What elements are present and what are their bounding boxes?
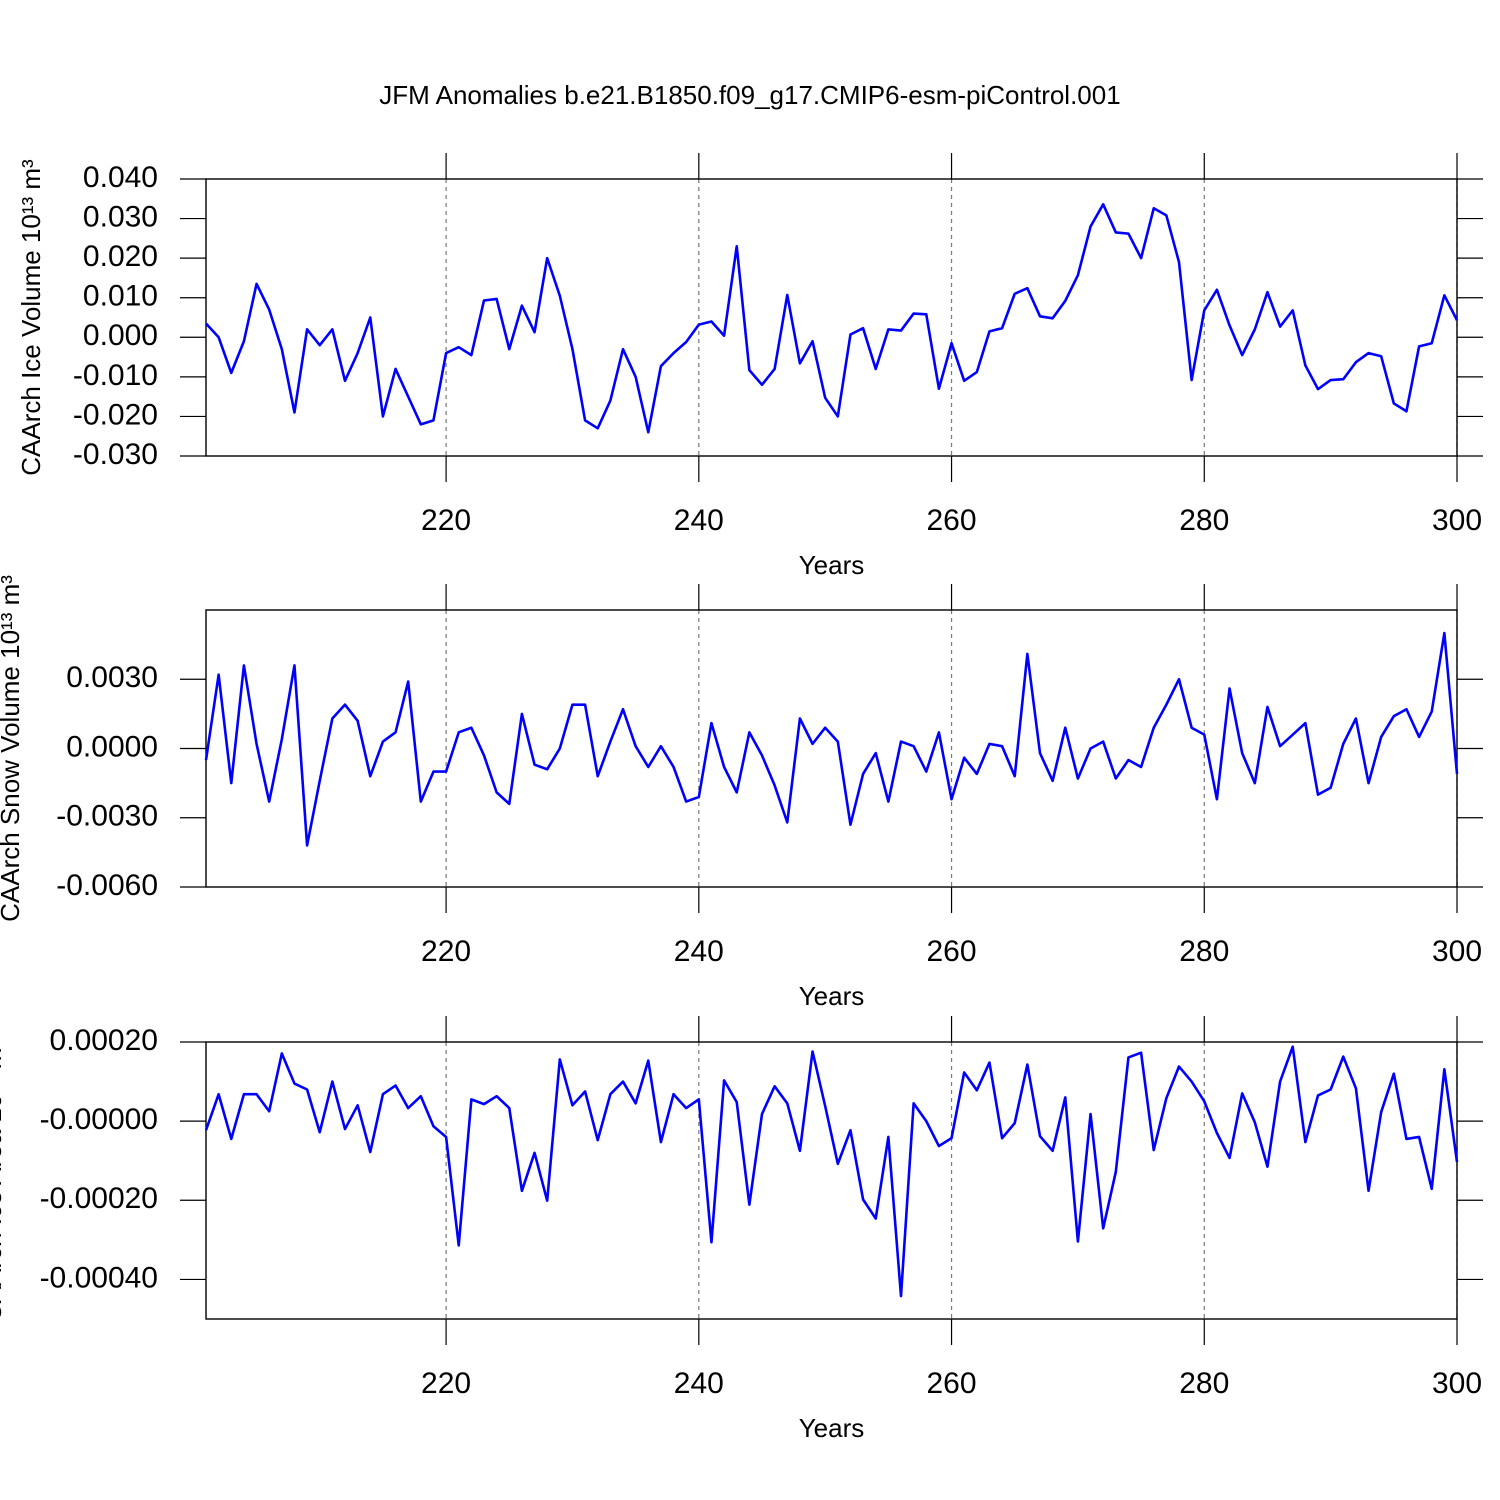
y-tick-label: 0.0000 [66,730,158,763]
y-tick-label: 0.010 [83,280,158,313]
x-tick-label: 220 [421,504,471,537]
y-tick-label: -0.00000 [40,1103,158,1136]
y-tick-label: -0.00040 [40,1261,158,1294]
x-tick-label: 300 [1432,935,1482,968]
y-tick-label: -0.00020 [40,1182,158,1215]
x-axis-label: Years [799,1413,865,1443]
data-line [204,631,1459,847]
x-tick-label: 240 [674,935,724,968]
plot-frame [205,609,1458,888]
data-line [204,1045,1459,1298]
y-tick-label: 0.000 [83,319,158,352]
x-tick-label: 280 [1179,935,1229,968]
y-tick-label: 0.0030 [66,661,158,694]
y-tick-label: 0.040 [83,161,158,194]
y-tick-label: 0.030 [83,200,158,233]
y-axis-label: CAArch Ice Volume 10¹³ m³ [16,159,46,476]
y-tick-label: -0.010 [73,359,158,392]
x-tick-label: 220 [421,935,471,968]
y-tick-label: 0.00020 [50,1024,158,1057]
x-tick-label: 240 [674,1367,724,1400]
chart-title: JFM Anomalies b.e21.B1850.f09_g17.CMIP6-… [379,80,1120,110]
plot-frame [205,1041,1458,1320]
data-line [205,203,1459,434]
x-tick-label: 300 [1432,1367,1482,1400]
x-tick-label: 300 [1432,504,1482,537]
y-axis-label: CAArch Ice Area 10¹³ m² [0,1039,7,1323]
x-axis-label: Years [799,981,865,1011]
x-tick-label: 240 [674,504,724,537]
y-tick-label: -0.0030 [56,800,158,833]
x-tick-label: 280 [1179,1367,1229,1400]
x-tick-label: 280 [1179,504,1229,537]
y-tick-label: -0.0060 [56,869,158,902]
x-axis-label: Years [799,550,865,580]
y-axis-label: CAArch Snow Volume 10¹³ m³ [0,575,25,922]
y-tick-label: 0.020 [83,240,158,273]
x-tick-label: 260 [927,504,977,537]
x-tick-label: 260 [927,935,977,968]
x-tick-label: 220 [421,1367,471,1400]
y-tick-label: -0.020 [73,398,158,431]
x-tick-label: 260 [927,1367,977,1400]
y-tick-label: -0.030 [73,438,158,471]
